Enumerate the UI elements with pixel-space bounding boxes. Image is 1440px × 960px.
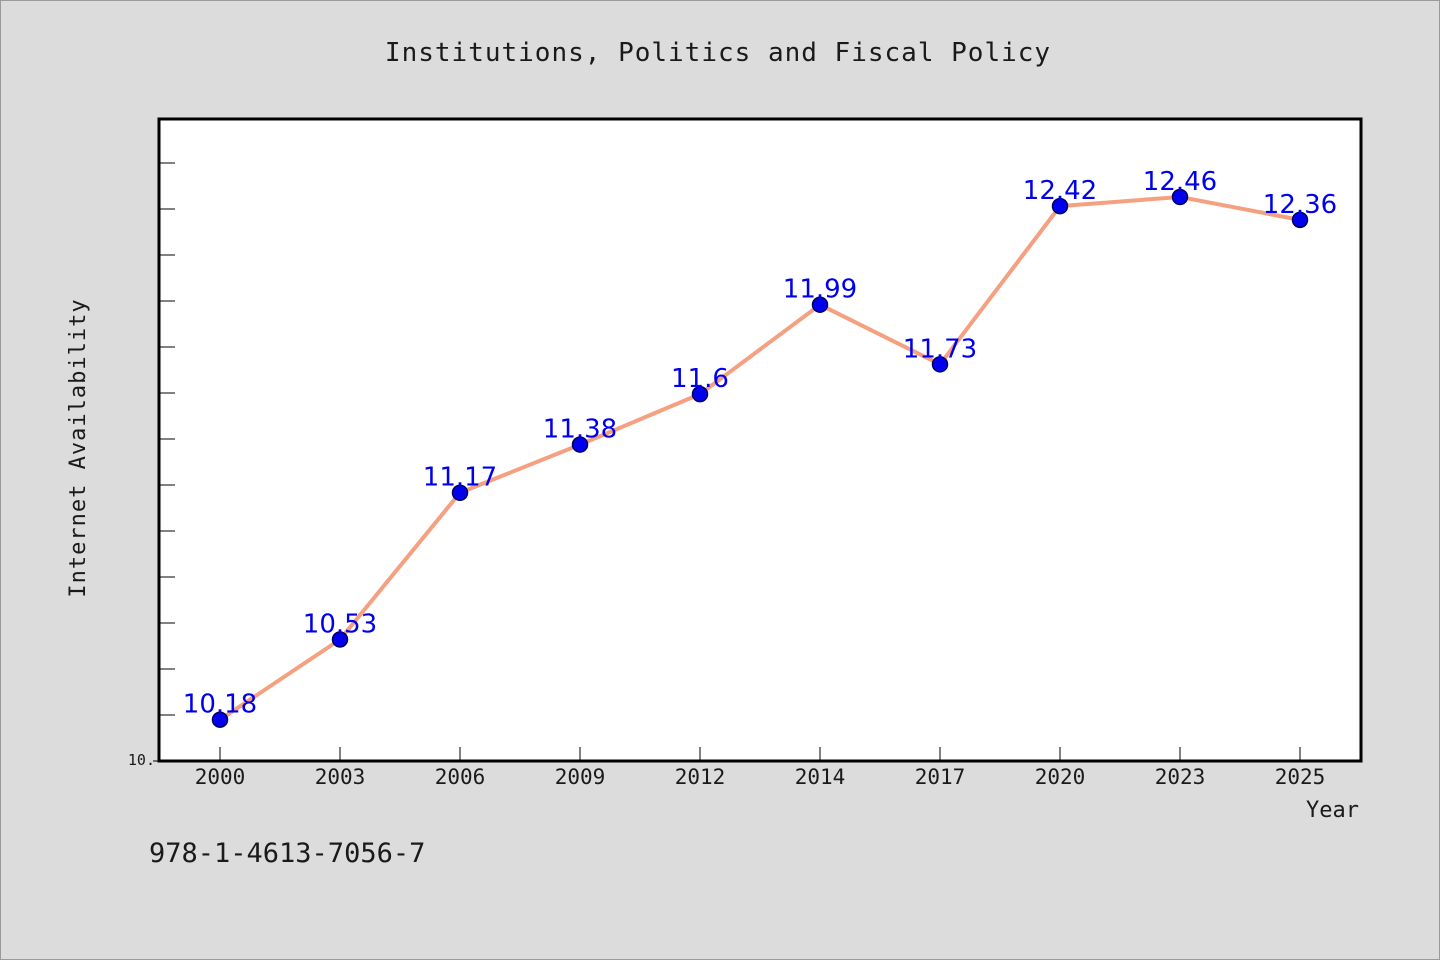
y-axis-label: Internet Availability — [66, 298, 91, 597]
x-tick-label: 2012 — [675, 765, 726, 789]
point-labels: 10.18 10.53 11.17 11.38 11.6 11.99 11.73 12.42 1… — [183, 167, 1337, 720]
data-point-2006 — [451, 484, 469, 501]
x-tick-label: 2017 — [915, 765, 966, 789]
chart-title: Institutions, Politics and Fiscal Policy — [385, 38, 1051, 68]
series-line-group — [218, 194, 1302, 722]
data-point-2014 — [811, 296, 829, 313]
data-point-2003 — [331, 631, 349, 648]
point-label-2023: 12.46 — [1143, 167, 1217, 197]
series-line — [218, 194, 1302, 722]
x-tick-label: 2023 — [1155, 765, 1206, 789]
data-point-2012 — [691, 385, 709, 403]
data-point-2017 — [931, 356, 949, 373]
x-tick-label: 2006 — [435, 765, 486, 789]
point-label-2017: 11.73 — [903, 334, 977, 364]
x-axis-ticks: 2000 2003 2006 2009 2012 2014 2017 2020 2023 2025 — [195, 747, 1326, 789]
point-label-2003: 10.53 — [303, 609, 377, 639]
data-point-2020 — [1051, 197, 1069, 215]
data-point-2009 — [571, 436, 589, 453]
data-point-2000 — [211, 711, 229, 728]
point-label-2020: 12.42 — [1023, 176, 1097, 206]
series-markers — [211, 188, 1309, 728]
x-tick-label: 2003 — [315, 765, 366, 789]
data-point-2025 — [1291, 211, 1309, 229]
point-label-2025: 12.36 — [1263, 190, 1337, 220]
x-tick-label: 2014 — [795, 765, 846, 789]
point-label-2009: 11.38 — [543, 415, 617, 445]
data-point-2023 — [1171, 188, 1189, 206]
plot-area — [157, 117, 1363, 763]
y-axis-ticks — [153, 162, 175, 762]
point-label-2000: 10.18 — [183, 690, 257, 720]
point-label-2006: 11.17 — [423, 463, 497, 493]
x-tick-label: 2000 — [195, 765, 246, 789]
x-tick-label: 2025 — [1275, 765, 1326, 789]
footer-text: 978-1-4613-7056-7 — [149, 838, 425, 869]
x-axis-label: Year — [1306, 798, 1359, 823]
x-tick-label: 2009 — [555, 765, 606, 789]
y-tick-label: 10. — [128, 751, 155, 769]
x-tick-label: 2020 — [1035, 765, 1086, 789]
point-label-2014: 11.99 — [783, 275, 857, 305]
point-label-2012: 11.6 — [671, 364, 729, 394]
